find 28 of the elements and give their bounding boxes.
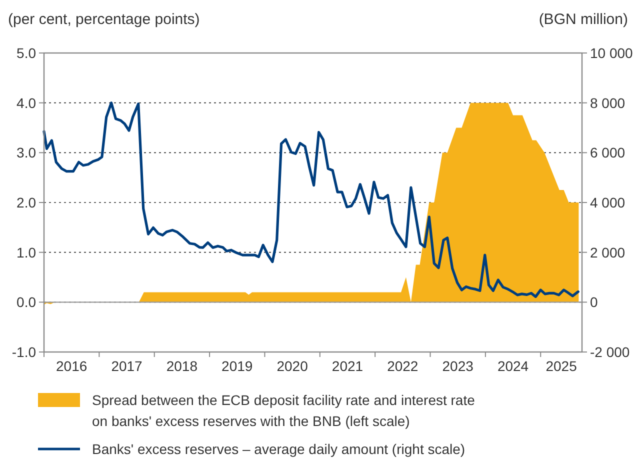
y-tick-label: 0.0 xyxy=(16,294,36,310)
legend-label: Spread between the ECB deposit facility rate and interest rate on banks' excess reserves with the BNB (left scale) xyxy=(92,392,476,429)
x-tick-label: 2024 xyxy=(497,358,529,374)
x-tick-label: 2025 xyxy=(546,358,578,374)
x-tick-label: 2021 xyxy=(332,358,364,374)
y-tick-label: 1.0 xyxy=(16,244,36,260)
legend-label: Banks' excess reserves – average daily amount (right scale) xyxy=(92,441,466,457)
y2-tick-label: -2 000 xyxy=(590,344,630,360)
y2-tick-label: 4 000 xyxy=(590,194,626,210)
x-tick-label: 2022 xyxy=(387,358,418,374)
x-tick-label: 2023 xyxy=(442,358,474,374)
y-tick-label: -1.0 xyxy=(12,344,36,360)
x-tick-label: 2016 xyxy=(56,358,88,374)
x-tick-label: 2020 xyxy=(276,358,308,374)
x-tick-label: 2018 xyxy=(166,358,198,374)
y-axis-title: (per cent, percentage points) xyxy=(8,11,200,28)
y-tick-label: 3.0 xyxy=(16,144,36,161)
y2-tick-label: 6 000 xyxy=(590,144,626,161)
y-tick-label: 2.0 xyxy=(16,194,36,210)
y-tick-label: 4.0 xyxy=(16,94,36,111)
y2-tick-label: 2 000 xyxy=(590,244,626,260)
x-tick-label: 2017 xyxy=(111,358,143,374)
y2-tick-label: 10 000 xyxy=(590,45,634,61)
y2-tick-label: 8 000 xyxy=(590,94,626,111)
y2-tick-label: 0 xyxy=(590,294,598,310)
x-tick-label: 2019 xyxy=(222,358,253,374)
y2-axis-title: (BGN million) xyxy=(538,11,628,28)
y-tick-label: 5.0 xyxy=(16,45,36,61)
